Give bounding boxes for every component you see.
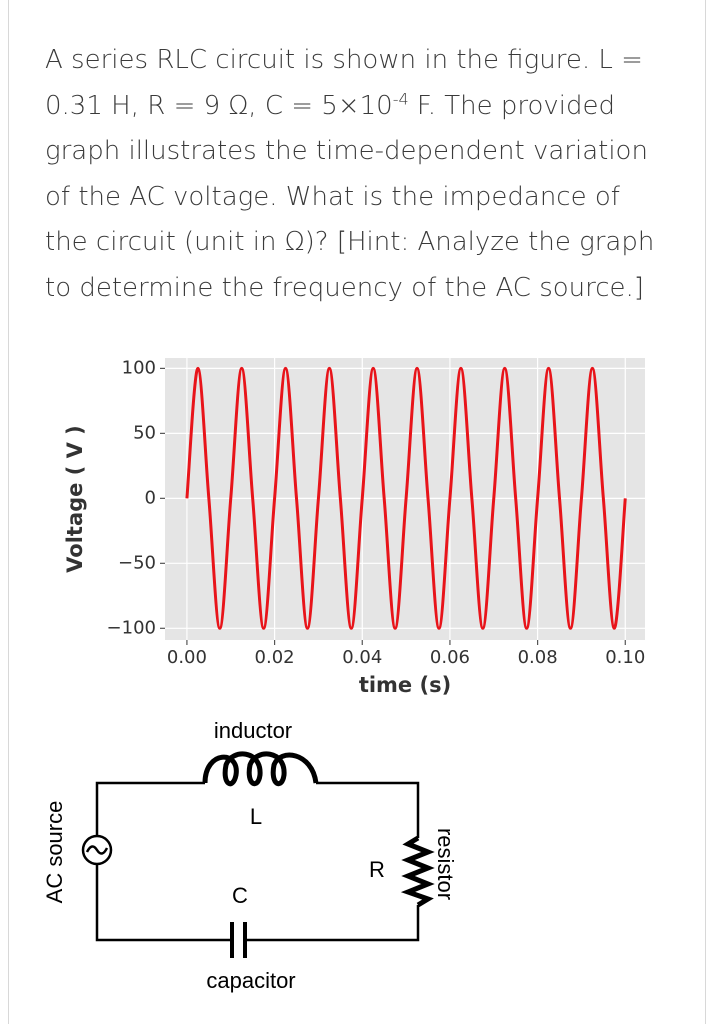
resistor-label: resistor (433, 828, 458, 900)
exponent: -4 (392, 88, 409, 108)
resistor-symbol: R (369, 857, 385, 882)
source-label: AC source (42, 801, 67, 904)
y-tick-label: 0 (145, 487, 156, 508)
frame (8, 0, 706, 1024)
ac-source-symbol (81, 834, 113, 866)
question-part: F. The provided graph illustrates the ti… (45, 90, 655, 303)
x-tick-label: 0.02 (255, 647, 295, 668)
ac-wave (85, 845, 109, 855)
capacitor-label: capacitor (206, 968, 295, 993)
circuit: inductor L C capacitor R resistor AC sou… (42, 718, 458, 993)
y-tick-label: −100 (107, 617, 156, 638)
resistor-zigzag (400, 835, 435, 908)
x-axis-label: time (s) (359, 673, 451, 697)
y-tick-label: 50 (133, 422, 156, 443)
question-part: A series RLC circuit is shown in the fig… (45, 45, 643, 121)
voltage-line (185, 366, 627, 630)
y-tick-label: −50 (118, 552, 156, 573)
y-axis-label: Voltage ( V ) (63, 425, 87, 573)
x-tick-label: 0.04 (342, 647, 382, 668)
inductor-symbol: L (250, 804, 262, 829)
wire (95, 781, 420, 942)
x-tick-label: 0.06 (430, 647, 470, 668)
question-text: A series RLC circuit is shown in the fig… (45, 38, 660, 311)
x-tick-label: 0.10 (605, 647, 645, 668)
x-tick-label: 0.00 (167, 647, 207, 668)
inductor-label: inductor (214, 718, 292, 743)
x-tick-label: 0.08 (518, 647, 558, 668)
capacitor-symbol: C (232, 883, 248, 908)
chart: 100 50 0 −50 −100 0.00 0.02 0.04 0.06 0.08 0.10 tim… (63, 357, 645, 697)
inductor-coil (202, 751, 319, 787)
y-tick-label: 100 (122, 357, 156, 378)
